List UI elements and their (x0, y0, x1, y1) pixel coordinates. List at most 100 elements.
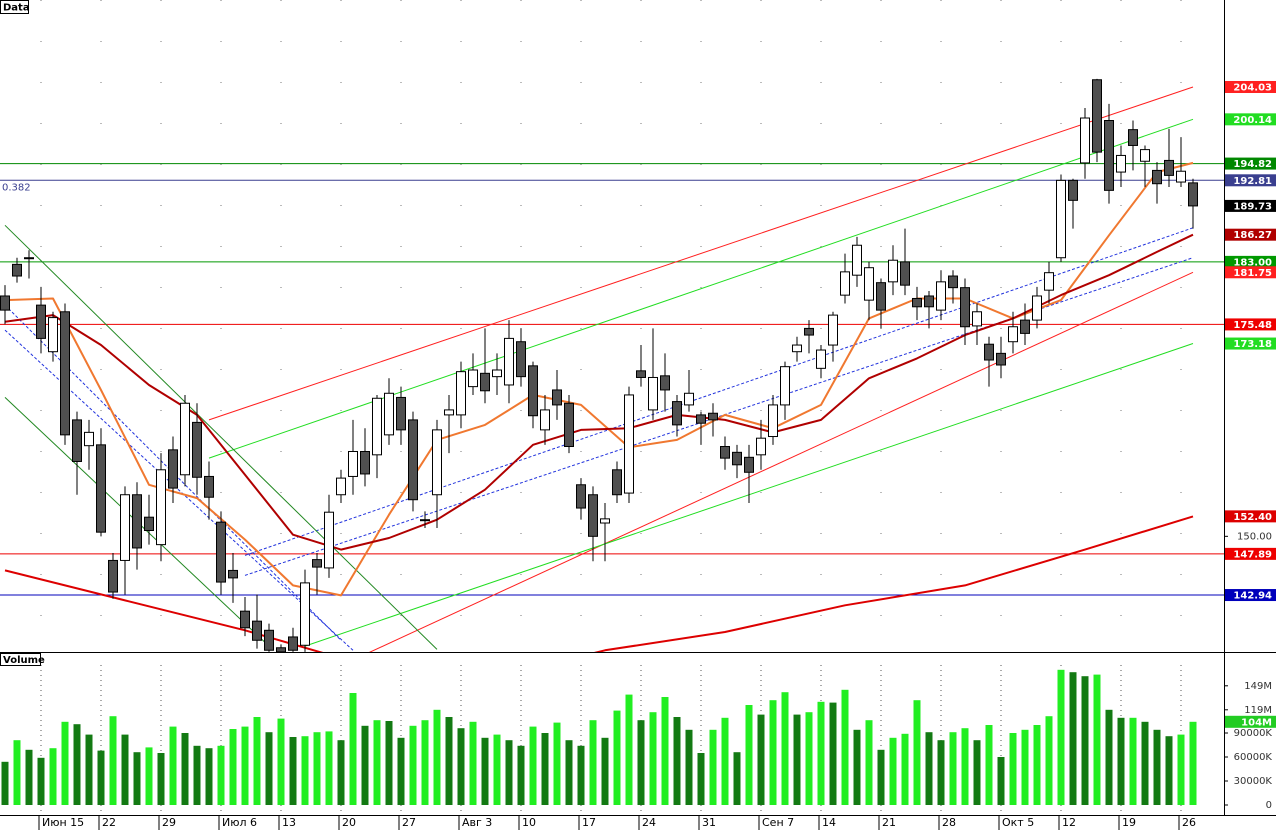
volume-bar (517, 745, 525, 805)
candle-body (660, 375, 670, 391)
candle-body (60, 311, 70, 436)
volume-bar (301, 736, 309, 805)
volume-tick-label: 90000K (1234, 728, 1273, 739)
candle-body (1080, 117, 1090, 164)
candle-body (996, 352, 1006, 366)
volume-bar (601, 737, 609, 805)
candle-body (192, 421, 202, 478)
candle-body (600, 518, 610, 524)
candle-body (492, 369, 502, 378)
candle-body (972, 311, 982, 327)
x-tick-label: 28 (942, 816, 956, 829)
candle-body (612, 469, 622, 496)
volume-bar (709, 729, 717, 805)
candle-body (1116, 154, 1126, 173)
volume-tick-label: 30000K (1234, 776, 1273, 787)
volume-bar (685, 729, 693, 805)
volume-bar (313, 732, 321, 805)
x-tick-label: 19 (1122, 816, 1136, 829)
x-tick-label: 27 (402, 816, 416, 829)
candle-body (1176, 170, 1186, 183)
volume-bar (49, 748, 57, 805)
volume-bar (1, 761, 9, 805)
x-tick-label: 12 (1062, 816, 1076, 829)
value-tag-box (1225, 157, 1276, 170)
volume-bar (385, 721, 393, 805)
x-tick-label: 21 (882, 816, 896, 829)
candle-body (864, 267, 874, 301)
volume-bar (397, 737, 405, 805)
candle-body (792, 344, 802, 353)
candle-body (432, 429, 442, 496)
value-tag-box (1225, 228, 1276, 241)
volume-bar (1165, 736, 1173, 805)
candle-body (1008, 326, 1018, 343)
candle-body (1020, 319, 1030, 334)
x-tick-label: Окт 5 (1002, 816, 1034, 829)
pane-label: Data (3, 3, 30, 14)
volume-pane (1, 665, 1197, 815)
candle-body (180, 402, 190, 476)
volume-bar (565, 740, 573, 805)
x-tick-label: 13 (282, 816, 296, 829)
volume-bar (73, 724, 81, 805)
volume-bar (625, 694, 633, 805)
candle-body (852, 244, 862, 276)
candle-body (720, 446, 730, 459)
candle-body (240, 610, 250, 629)
x-tick-label: Сен 7 (762, 816, 794, 829)
candle-body (360, 450, 370, 475)
candle-body (1104, 120, 1114, 191)
volume-bar (541, 733, 549, 805)
value-tag: 142.94 (1233, 591, 1272, 602)
x-tick-label: 31 (702, 816, 716, 829)
value-tag: 152.40 (1233, 512, 1272, 523)
candle-body (1188, 182, 1198, 207)
candle-body (528, 365, 538, 417)
candle-body (1092, 79, 1102, 153)
volume-bar (25, 749, 33, 805)
volume-bar (1141, 721, 1149, 805)
candle-body (924, 295, 934, 308)
candle-body (48, 317, 58, 353)
pane-label-box (0, 653, 41, 666)
candle-body (1032, 295, 1042, 321)
candle-body (900, 261, 910, 286)
trend-line (244, 257, 1194, 576)
volume-bar (769, 700, 777, 805)
volume-bar (649, 712, 657, 805)
volume-bar (1081, 676, 1089, 805)
value-tag: 194.82 (1233, 159, 1272, 170)
volume-bar (613, 710, 621, 805)
volume-bar (253, 717, 261, 805)
candle-body (540, 409, 550, 431)
pane-label-box (0, 0, 29, 14)
volume-bar (241, 726, 249, 805)
value-tag-box (1225, 589, 1276, 602)
volume-bar (901, 733, 909, 805)
volume-bar (697, 753, 705, 805)
volume-bar (757, 714, 765, 805)
volume-bar (733, 752, 741, 805)
volume-bar (529, 726, 537, 805)
volume-bar (13, 740, 21, 805)
candle-body (204, 475, 214, 498)
value-tag-box (1225, 547, 1276, 560)
price-pane: 0.382 (0, 0, 1224, 652)
trend-line (4, 329, 354, 651)
value-tag-box (1225, 715, 1276, 728)
volume-bar (793, 714, 801, 805)
candle-body (120, 494, 130, 561)
volume-bar (877, 749, 885, 805)
candle-body (384, 392, 394, 436)
candle-body (948, 275, 958, 289)
volume-bar (373, 720, 381, 805)
volume-bar (205, 748, 213, 805)
candle-body (24, 257, 34, 260)
volume-tick-label: 0 (1266, 800, 1272, 811)
candle-body (816, 349, 826, 369)
candle-body (648, 376, 658, 411)
candle-body (312, 559, 322, 568)
pane-label: Volume (3, 655, 45, 666)
volume-bar (61, 721, 69, 805)
